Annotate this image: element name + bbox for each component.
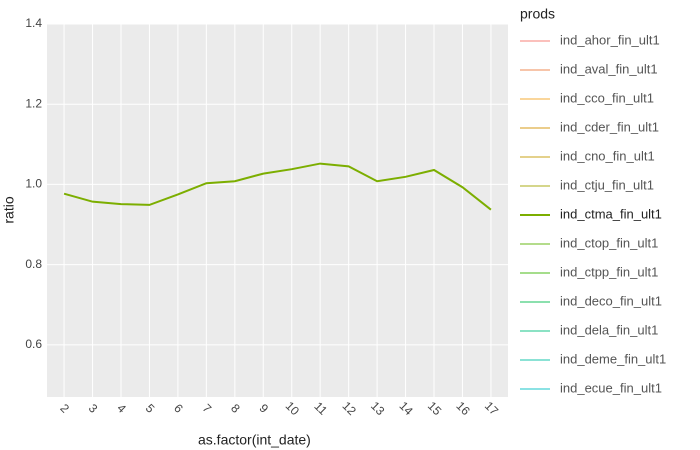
- legend-label: ind_ctop_fin_ult1: [560, 235, 658, 250]
- y-tick-label: 0.8: [25, 257, 42, 271]
- legend-label: ind_ahor_fin_ult1: [560, 32, 660, 47]
- x-tick-label: 14: [396, 399, 416, 419]
- legend-label: ind_deco_fin_ult1: [560, 293, 662, 308]
- legend-label: ind_ecue_fin_ult1: [560, 380, 662, 395]
- x-tick-label: 10: [283, 399, 303, 419]
- legend-label: ind_ctpp_fin_ult1: [560, 264, 658, 279]
- x-axis-label: as.factor(int_date): [198, 432, 311, 448]
- y-axis-label: ratio: [1, 196, 17, 223]
- x-tick-label: 2: [57, 401, 72, 416]
- y-tick-label: 1.0: [25, 177, 42, 191]
- x-tick-label: 7: [200, 401, 215, 416]
- series-line: [63, 162, 492, 211]
- plot-panel: [47, 24, 508, 397]
- x-tick-label: 13: [368, 399, 388, 419]
- legend-title: prods: [520, 6, 555, 22]
- x-tick-label: 6: [171, 401, 186, 416]
- x-tick-label: 3: [86, 401, 101, 416]
- x-tick-label: 4: [114, 401, 129, 416]
- x-tick-label: 17: [482, 399, 502, 419]
- legend-label: ind_deme_fin_ult1: [560, 351, 666, 366]
- legend-label: ind_cder_fin_ult1: [560, 119, 659, 134]
- x-tick-label: 9: [257, 401, 272, 416]
- y-tick-label: 1.4: [25, 16, 42, 30]
- x-tick-label: 11: [311, 399, 330, 418]
- legend-label: ind_cno_fin_ult1: [560, 148, 655, 163]
- legend-label: ind_aval_fin_ult1: [560, 61, 658, 76]
- y-tick-label: 1.2: [25, 96, 42, 110]
- x-tick-label: 12: [340, 399, 360, 419]
- legend-label: ind_cco_fin_ult1: [560, 90, 654, 105]
- x-tick-label: 8: [228, 401, 243, 416]
- x-tick-label: 15: [425, 399, 445, 419]
- legend-label: ind_ctma_fin_ult1: [560, 206, 662, 221]
- x-tick-label: 5: [143, 401, 158, 416]
- legend-label: ind_dela_fin_ult1: [560, 322, 658, 337]
- legend-label: ind_ctju_fin_ult1: [560, 177, 654, 192]
- y-tick-label: 0.6: [25, 337, 42, 351]
- x-tick-label: 16: [453, 399, 473, 419]
